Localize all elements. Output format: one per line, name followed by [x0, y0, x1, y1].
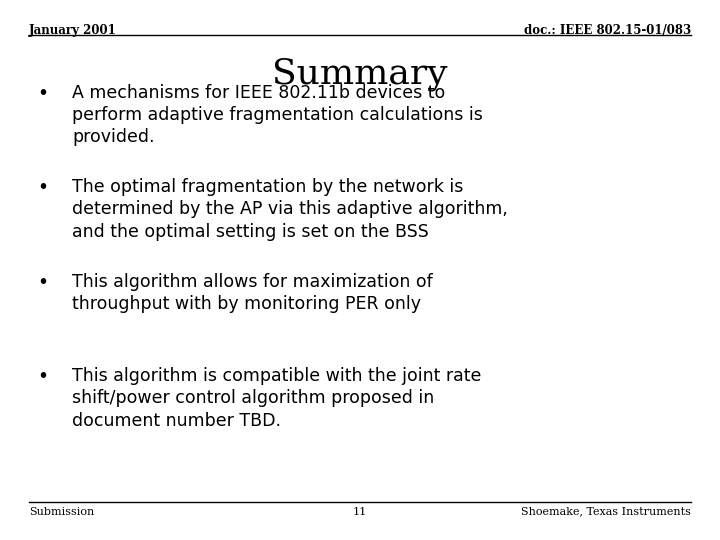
- Text: Shoemake, Texas Instruments: Shoemake, Texas Instruments: [521, 507, 691, 517]
- Text: This algorithm allows for maximization of
throughput with by monitoring PER only: This algorithm allows for maximization o…: [72, 273, 433, 313]
- Text: Summary: Summary: [272, 57, 448, 91]
- Text: •: •: [37, 84, 49, 103]
- Text: doc.: IEEE 802.15-01/083: doc.: IEEE 802.15-01/083: [524, 24, 691, 37]
- Text: •: •: [37, 273, 49, 292]
- Text: •: •: [37, 178, 49, 197]
- Text: •: •: [37, 367, 49, 386]
- Text: January 2001: January 2001: [29, 24, 117, 37]
- Text: A mechanisms for IEEE 802.11b devices to
perform adaptive fragmentation calculat: A mechanisms for IEEE 802.11b devices to…: [72, 84, 483, 146]
- Text: This algorithm is compatible with the joint rate
shift/power control algorithm p: This algorithm is compatible with the jo…: [72, 367, 482, 430]
- Text: Submission: Submission: [29, 507, 94, 517]
- Text: 11: 11: [353, 507, 367, 517]
- Text: The optimal fragmentation by the network is
determined by the AP via this adapti: The optimal fragmentation by the network…: [72, 178, 508, 241]
